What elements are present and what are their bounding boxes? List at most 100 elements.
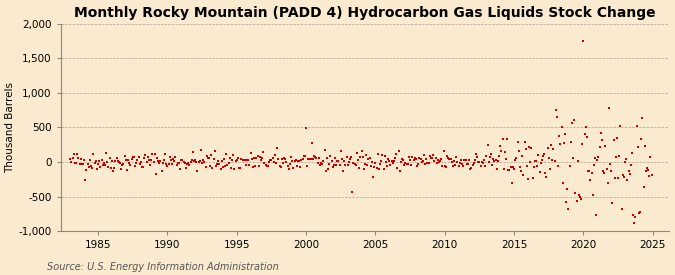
Point [245, 150, 256, 155]
Point [399, 163, 410, 167]
Point [186, 158, 197, 162]
Point [156, 169, 167, 174]
Point [134, 162, 145, 166]
Point [415, 156, 426, 161]
Point [304, 157, 315, 161]
Point [488, 157, 499, 161]
Point [74, 162, 85, 166]
Point [436, 156, 447, 161]
Point [104, 155, 115, 160]
Point [387, 161, 398, 166]
Point [159, 158, 169, 162]
Point [444, 156, 455, 161]
Point [313, 161, 323, 165]
Point [607, 201, 618, 205]
Point [272, 146, 283, 151]
Point [423, 160, 434, 165]
Point [386, 159, 397, 163]
Point [284, 161, 295, 166]
Point [344, 160, 354, 164]
Point [634, 210, 645, 214]
Point [297, 157, 308, 161]
Point [248, 156, 259, 161]
Point [81, 168, 92, 172]
Point [402, 162, 413, 167]
Point [208, 156, 219, 161]
Point [467, 163, 478, 167]
Point [305, 157, 316, 161]
Point [511, 155, 522, 160]
Point [615, 124, 626, 128]
Point [141, 160, 152, 164]
Point [433, 160, 444, 164]
Point [120, 158, 131, 162]
Point [539, 152, 549, 156]
Point [610, 176, 620, 180]
Point [589, 162, 599, 167]
Point [427, 155, 437, 160]
Point [313, 156, 324, 160]
Point [157, 161, 168, 165]
Text: Source: U.S. Energy Information Administration: Source: U.S. Energy Information Administ… [47, 262, 279, 272]
Point [393, 149, 404, 153]
Point [448, 164, 458, 168]
Point [105, 165, 116, 170]
Point [292, 164, 302, 168]
Point [323, 167, 333, 172]
Point [405, 158, 416, 162]
Point [587, 192, 598, 197]
Point [446, 160, 457, 164]
Point [211, 164, 221, 169]
Point [92, 162, 103, 166]
Point [459, 158, 470, 163]
Point [269, 152, 280, 157]
Point [543, 156, 554, 160]
Point [163, 162, 174, 166]
Point [568, 156, 578, 160]
Point [590, 156, 601, 161]
Point [378, 166, 389, 171]
Point [547, 158, 558, 162]
Point [516, 168, 526, 173]
Point [490, 158, 501, 163]
Point [580, 125, 591, 130]
Point [375, 161, 385, 166]
Point [639, 144, 650, 148]
Point [259, 161, 270, 165]
Point [401, 162, 412, 166]
Point [170, 155, 181, 159]
Point [281, 160, 292, 164]
Point [510, 158, 520, 162]
Point [65, 157, 76, 161]
Point [352, 151, 362, 155]
Point [508, 164, 518, 169]
Point [250, 164, 261, 169]
Point [76, 157, 86, 161]
Point [482, 143, 493, 147]
Point [414, 156, 425, 160]
Point [570, 191, 580, 196]
Point [532, 164, 543, 168]
Point [462, 162, 473, 166]
Point [643, 168, 653, 172]
Point [349, 162, 360, 166]
Point [356, 149, 367, 153]
Point [610, 155, 621, 160]
Point [558, 181, 568, 185]
Point [600, 144, 611, 148]
Point [383, 157, 394, 161]
Point [84, 164, 95, 169]
Point [357, 154, 368, 159]
Point [265, 158, 275, 162]
Point [95, 165, 106, 169]
Point [558, 141, 569, 145]
Point [531, 159, 541, 163]
Point [472, 155, 483, 160]
Point [341, 155, 352, 160]
Point [503, 167, 514, 172]
Point [306, 141, 317, 145]
Point [144, 158, 155, 162]
Point [365, 164, 376, 168]
Point [252, 154, 263, 158]
Point [180, 161, 190, 165]
